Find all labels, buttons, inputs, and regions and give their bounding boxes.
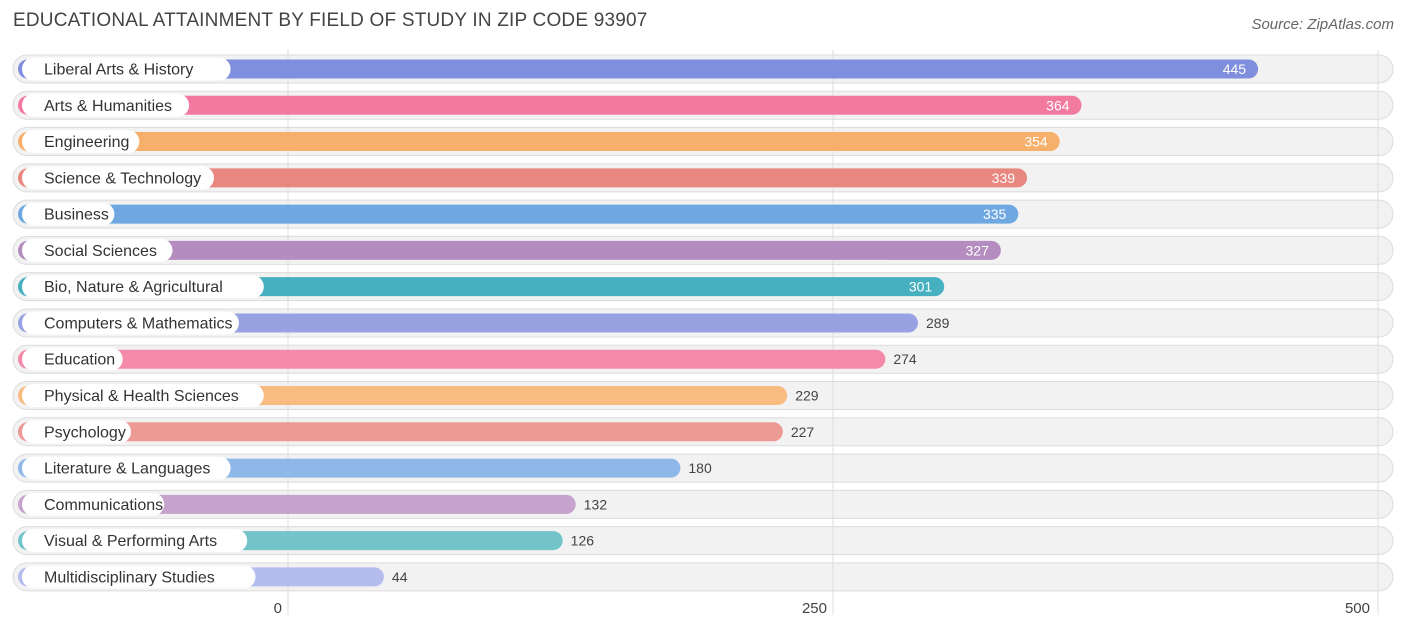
bar-label: Physical & Health Sciences: [44, 388, 239, 405]
bar-label: Education: [44, 352, 115, 369]
chart-title: EDUCATIONAL ATTAINMENT BY FIELD OF STUDY…: [13, 10, 648, 31]
bar-value: 44: [392, 569, 408, 585]
bar-label: Computers & Mathematics: [44, 315, 233, 332]
bar-value: 180: [688, 460, 712, 476]
x-tick-label: 0: [274, 600, 282, 617]
x-tick-label: 250: [802, 600, 827, 617]
bar-label-pill: [22, 202, 115, 226]
bar-label-pill: [22, 565, 256, 589]
bar: [18, 204, 1019, 224]
bar-label: Bio, Nature & Agricultural: [44, 279, 223, 296]
bar-label: Business: [44, 207, 109, 224]
bar-value: 364: [1046, 97, 1070, 113]
bar-label-pill: [22, 130, 140, 154]
bar-value: 274: [893, 351, 917, 367]
bar-value: 227: [791, 424, 815, 440]
bar-label-pill: [22, 238, 173, 262]
bar-value: 327: [966, 242, 990, 258]
x-tick-label: 500: [1345, 600, 1370, 617]
bar-value: 301: [909, 279, 933, 295]
bar-label: Science & Technology: [44, 170, 201, 187]
bar-label: Literature & Languages: [44, 461, 210, 478]
bar-label-pill: [22, 347, 123, 371]
bar-value: 289: [926, 315, 950, 331]
bar-label-pill: [22, 420, 131, 444]
bar: [18, 240, 1001, 260]
bar-label: Psychology: [44, 424, 126, 441]
bar: [18, 59, 1259, 79]
bar-value: 229: [795, 388, 819, 404]
bar-label: Liberal Arts & History: [44, 62, 193, 79]
bar: [18, 95, 1082, 115]
bar-label-pill: [22, 311, 239, 335]
bar: [18, 132, 1060, 152]
bar-label-pill: [22, 529, 248, 553]
bar-value: 339: [992, 170, 1016, 186]
bar-value: 445: [1223, 61, 1247, 77]
bar-value: 126: [571, 533, 595, 549]
bar-label-pill: [22, 492, 165, 516]
bar-value: 132: [584, 496, 608, 512]
bar-label: Multidisciplinary Studies: [44, 569, 215, 586]
bar-value: 335: [983, 206, 1007, 222]
bar-label: Visual & Performing Arts: [44, 533, 217, 550]
bar-label-pill: [22, 456, 231, 480]
bar-label: Engineering: [44, 134, 129, 151]
bar-label-pill: [22, 93, 190, 117]
bar-label-pill: [22, 57, 231, 81]
bar-label: Arts & Humanities: [44, 98, 172, 115]
bar-value: 354: [1024, 134, 1048, 150]
bar-label-pill: [22, 166, 214, 190]
bar: [18, 349, 886, 369]
bar-label: Social Sciences: [44, 243, 157, 260]
bar: [18, 313, 919, 333]
bar: [18, 422, 783, 442]
bar-label-pill: [22, 275, 264, 299]
bar: [18, 168, 1028, 188]
chart-source: Source: ZipAtlas.com: [1251, 16, 1394, 33]
bar-label-pill: [22, 384, 264, 408]
bar-label: Communications: [44, 497, 163, 514]
